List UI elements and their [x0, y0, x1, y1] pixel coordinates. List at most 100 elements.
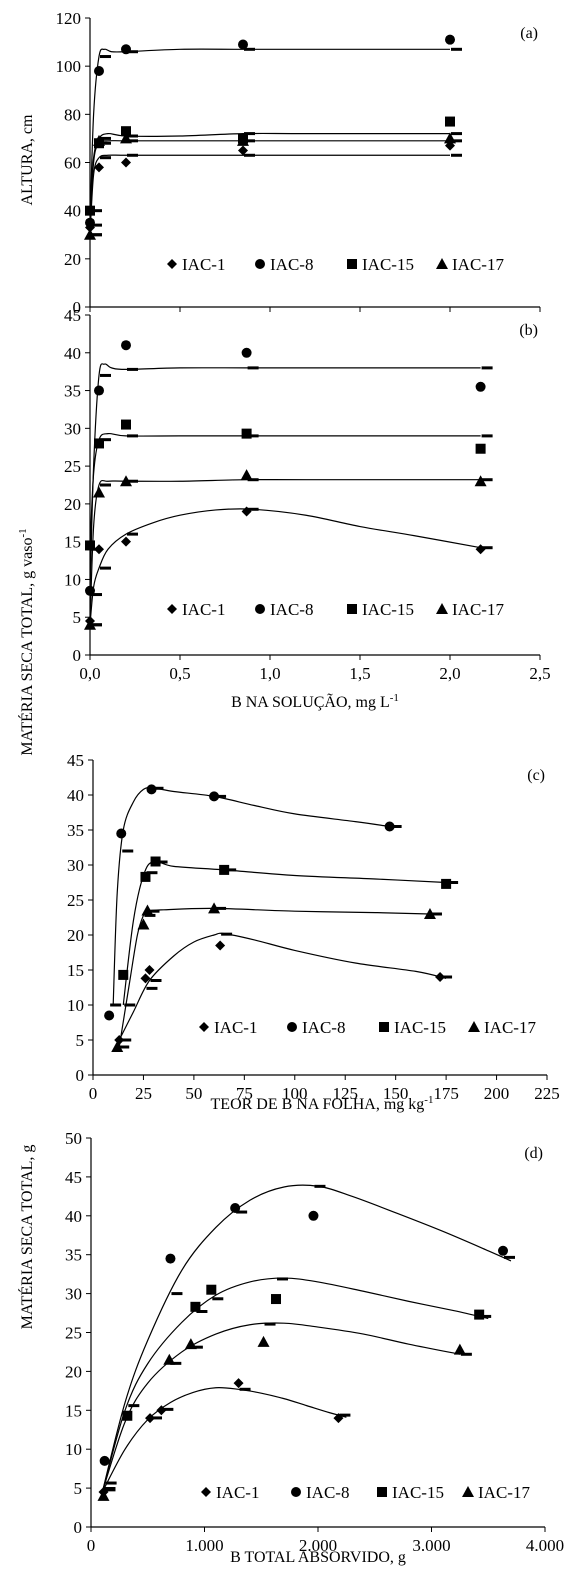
- legend-marker-c-1: [287, 1022, 297, 1032]
- fit-line-c-iac-15: [122, 860, 447, 1006]
- xtick-label-c-9: 225: [534, 1084, 560, 1103]
- legend-marker-b-2: [347, 604, 357, 614]
- point-d-iac-17-3: [257, 1335, 270, 1347]
- xtick-label-c-7: 175: [433, 1084, 459, 1103]
- point-a-iac-15-2: [121, 126, 131, 137]
- legend-label-c-2: IAC-15: [394, 1018, 446, 1037]
- fit-line-a-iac-1: [89, 154, 450, 235]
- xtick-label-d-2: 2.000: [299, 1536, 337, 1555]
- legend-marker-a-1: [255, 259, 265, 269]
- xlabel-c-text: TEOR DE B NA FOLHA, mg kg: [211, 1096, 425, 1113]
- legend-label-d-0: IAC-1: [216, 1483, 259, 1502]
- legend-label-a-1: IAC-8: [270, 255, 313, 274]
- point-b-iac-15-4: [475, 443, 486, 454]
- point-a-iac-15-0: [85, 205, 95, 216]
- point-c-iac-1-1: [140, 973, 151, 984]
- point-d-iac-1-2: [156, 1405, 167, 1416]
- ytick-label-b-5: 25: [64, 457, 81, 476]
- legend-label-d-3: IAC-17: [478, 1483, 530, 1502]
- ytick-label-c-5: 25: [67, 891, 84, 910]
- point-b-iac-1-4: [475, 544, 486, 555]
- point-d-iac-17-2: [184, 1338, 197, 1350]
- xtick-label-c-1: 25: [135, 1084, 152, 1103]
- panel-label-a: (a): [520, 25, 538, 42]
- xlabel-b-sup: -1: [390, 692, 399, 704]
- ytick-label-c-2: 10: [67, 996, 84, 1015]
- ytick-label-a-0: 0: [73, 298, 82, 317]
- ytick-label-b-0: 0: [73, 646, 82, 665]
- point-c-iac-17-4: [423, 908, 436, 919]
- point-d-iac-17-0: [97, 1489, 110, 1501]
- point-d-iac-8-4: [498, 1245, 509, 1256]
- ytick-label-a-3: 60: [64, 154, 81, 173]
- point-b-iac-15-0: [85, 540, 95, 551]
- point-a-iac-17-2: [120, 132, 132, 144]
- ylabel-bc-text: MATÉRIA SECA TOTAL, g vaso: [17, 538, 36, 756]
- legend-label-a-0: IAC-1: [182, 255, 225, 274]
- point-a-iac-1-2: [121, 157, 131, 168]
- panel-label-c: (c): [527, 767, 545, 784]
- xtick-label-c-4: 100: [282, 1084, 308, 1103]
- point-b-iac-1-3: [241, 506, 252, 517]
- panel-d: 0 5 10 15 20 25 30 35 40 45 50 0 1.000 2.000 3.000 4.00…: [65, 1129, 564, 1555]
- point-a-iac-8-4: [445, 34, 455, 45]
- point-d-iac-8-2: [230, 1203, 241, 1214]
- point-b-iac-8-2: [121, 340, 131, 351]
- xtick-label-b-5: 2,5: [529, 664, 550, 683]
- fit-line-d-iac-15: [101, 1277, 489, 1493]
- ytick-label-a-4: 80: [64, 105, 81, 124]
- point-c-iac-15-2: [150, 856, 161, 867]
- ytick-label-c-0: 0: [76, 1066, 85, 1085]
- ytick-label-b-3: 15: [64, 533, 81, 552]
- xlabel-b: B NA SOLUÇÃO, mg L-1: [231, 692, 399, 711]
- legend-marker-c-2: [379, 1022, 389, 1032]
- legend-label-b-3: IAC-17: [452, 600, 504, 619]
- ytick-label-a-2: 40: [64, 202, 81, 221]
- point-a-iac-8-3: [238, 39, 248, 50]
- point-b-iac-8-3: [241, 347, 252, 358]
- point-c-iac-17-1: [137, 918, 150, 930]
- point-a-iac-8-1: [94, 65, 104, 76]
- xtick-label-c-0: 0: [89, 1084, 98, 1103]
- xlabel-c: TEOR DE B NA FOLHA, mg kg-1: [211, 1094, 434, 1113]
- point-c-iac-15-1: [140, 871, 151, 882]
- xtick-label-d-1: 1.000: [185, 1536, 223, 1555]
- legend-marker-d-1: [291, 1487, 301, 1497]
- point-c-iac-17-0: [111, 1041, 124, 1052]
- ylabel-a: ALTURA, cm: [19, 114, 36, 206]
- point-b-iac-1-2: [121, 536, 131, 547]
- point-c-iac-1-4: [435, 972, 446, 982]
- point-b-iac-8-0: [85, 585, 95, 596]
- fit-line-b-iac-1: [89, 508, 481, 625]
- point-d-iac-8-3: [308, 1210, 319, 1221]
- ytick-label-c-6: 30: [67, 856, 84, 875]
- ytick-label-c-3: 15: [67, 961, 84, 980]
- point-c-iac-1-2: [144, 965, 155, 975]
- ytick-label-d-7: 35: [65, 1246, 82, 1265]
- point-c-iac-1-3: [215, 940, 226, 951]
- fit-line-a-iac-8: [89, 48, 450, 226]
- legend-marker-c-0: [199, 1022, 209, 1032]
- fit-line-d-iac-8: [101, 1184, 512, 1493]
- xtick-label-b-2: 1,0: [259, 664, 280, 683]
- panel-c: 0 5 10 15 20 25 30 35 40 45 0 25 50 75 100 125 150 175 200…: [67, 751, 560, 1103]
- point-c-iac-15-0: [118, 969, 129, 980]
- fit-line-c-iac-1: [118, 932, 447, 1041]
- point-b-iac-17-3: [240, 469, 253, 481]
- ytick-label-a-5: 100: [56, 57, 82, 76]
- ytick-label-d-6: 30: [65, 1285, 82, 1304]
- xlabel-c-sup: -1: [424, 1094, 433, 1106]
- legend-marker-a-2: [347, 259, 357, 269]
- xtick-label-c-8: 200: [484, 1084, 510, 1103]
- legend-marker-d-0: [201, 1487, 211, 1497]
- xtick-label-b-1: 0,5: [169, 664, 190, 683]
- point-b-iac-17-0: [84, 618, 96, 630]
- xtick-label-c-2: 50: [185, 1084, 202, 1103]
- legend-label-a-2: IAC-15: [362, 255, 414, 274]
- legend-label-d-1: IAC-8: [306, 1483, 349, 1502]
- point-c-iac-15-4: [441, 878, 452, 889]
- legend-marker-d-3: [462, 1486, 474, 1497]
- ytick-label-d-10: 50: [65, 1129, 82, 1148]
- ylabel-d: MATÉRIA SECA TOTAL, g: [17, 1145, 36, 1330]
- point-d-iac-15-2: [206, 1284, 217, 1295]
